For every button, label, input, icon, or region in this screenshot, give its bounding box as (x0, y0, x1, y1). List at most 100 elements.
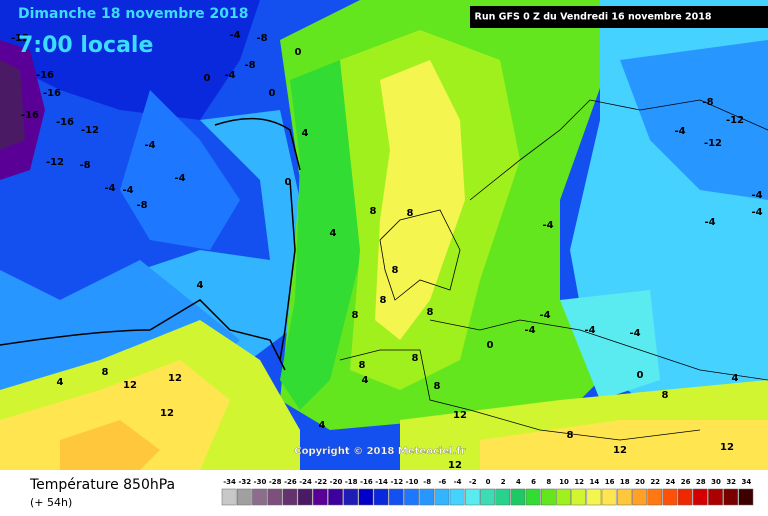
legend-label: -20 (330, 478, 343, 486)
contour-label: 8 (352, 310, 359, 321)
legend-swatch (616, 488, 632, 506)
contour-label: 8 (102, 367, 109, 378)
legend-label: 0 (486, 478, 491, 486)
legend-swatch (449, 488, 465, 506)
contour-label: -16 (56, 117, 74, 128)
legend-swatch (480, 488, 495, 506)
contour-label: 12 (720, 442, 734, 453)
legend-swatch (328, 488, 343, 506)
contour-label: 8 (662, 390, 669, 401)
copyright: Copyright © 2018 Meteociel.fr (294, 446, 465, 457)
legend-label: -24 (299, 478, 312, 486)
contour-label: -8 (244, 60, 255, 71)
legend-swatch (540, 488, 556, 506)
contour-label: -4 (704, 217, 715, 228)
contour-label: 0 (487, 340, 494, 351)
legend-label: 30 (711, 478, 721, 486)
contour-label: 4 (302, 128, 309, 139)
legend-swatch (708, 488, 723, 506)
legend-swatch (404, 488, 419, 506)
legend-label: -12 (390, 478, 403, 486)
legend-swatch (510, 488, 526, 506)
contour-label: 4 (57, 377, 64, 388)
legend-swatch (358, 488, 374, 506)
contour-label: -12 (46, 157, 64, 168)
legend-label: -28 (269, 478, 282, 486)
legend-label: 22 (650, 478, 660, 486)
contour-label: 0 (204, 73, 211, 84)
contour-label: -4 (584, 325, 595, 336)
contour-label: -4 (524, 325, 535, 336)
legend-swatch (723, 488, 739, 506)
contour-label: 12 (453, 410, 467, 421)
legend-swatch (495, 488, 511, 506)
legend-swatch (434, 488, 450, 506)
legend-label: 10 (559, 478, 569, 486)
legend-swatch (525, 488, 541, 506)
legend-swatch (312, 488, 328, 506)
legend-label: 8 (546, 478, 551, 486)
contour-label: -8 (79, 160, 90, 171)
contour-label: -8 (256, 33, 267, 44)
run-info: Run GFS 0 Z du Vendredi 16 novembre 2018 (475, 12, 712, 23)
legend-label: -34 (223, 478, 236, 486)
contour-label: -16 (21, 110, 39, 121)
legend-label: 20 (635, 478, 645, 486)
contour-label: -4 (104, 183, 115, 194)
legend-label: 24 (666, 478, 676, 486)
legend-label: -14 (375, 478, 388, 486)
map-date: Dimanche 18 novembre 2018 (18, 6, 248, 22)
contour-label: -16 (36, 70, 54, 81)
contour-label: 8 (407, 208, 414, 219)
legend-label: -4 (454, 478, 462, 486)
legend-label: -22 (314, 478, 327, 486)
contour-label: -8 (702, 97, 713, 108)
map-time: 7:00 locale (18, 33, 153, 58)
contour-label: -4 (122, 185, 133, 196)
legend-label: 6 (531, 478, 536, 486)
contour-label: 8 (434, 381, 441, 392)
color-legend: -34 -32 -30 -28 -26 -24 -22 -20 -18 -16 -14 -12 -10-… (221, 478, 754, 506)
contour-label: 12 (160, 408, 174, 419)
legend-label: -6 (439, 478, 447, 486)
contour-label: 8 (370, 206, 377, 217)
legend-swatch (738, 488, 754, 506)
contour-label: 12 (448, 460, 462, 471)
run-box (470, 6, 768, 28)
map-background (0, 0, 768, 470)
legend-swatch (632, 488, 647, 506)
contour-label: -4 (542, 220, 553, 231)
contour-label: 8 (412, 353, 419, 364)
contour-label: 4 (362, 375, 369, 386)
legend-swatch (267, 488, 283, 506)
contour-label: -4 (539, 310, 550, 321)
contour-label: 0 (295, 47, 302, 58)
legend-label: 14 (590, 478, 600, 486)
contour-label: -4 (751, 190, 762, 201)
contour-label: 0 (285, 177, 292, 188)
contour-label: 8 (427, 307, 434, 318)
footer-lead: (+ 54h) (30, 496, 72, 509)
contour-label: -12 (81, 125, 99, 136)
legend-label: -8 (423, 478, 431, 486)
contour-label: -4 (224, 70, 235, 81)
legend-label: -10 (406, 478, 419, 486)
legend-label: 32 (726, 478, 736, 486)
contour-label: 8 (567, 430, 574, 441)
legend-swatch (556, 488, 571, 506)
legend-swatch (464, 488, 480, 506)
contour-label: 12 (123, 380, 137, 391)
contour-labels: -12-16-16-16-16-12-12 -8-4 -4-4-4-8-4 -8-8-… (11, 30, 763, 471)
contour-label: -4 (674, 126, 685, 137)
footer-title: Température 850hPa (29, 477, 175, 493)
legend-swatch (236, 488, 252, 506)
contour-label: 0 (269, 88, 276, 99)
contour-label: 0 (637, 370, 644, 381)
legend-label: -18 (345, 478, 358, 486)
contour-label: 12 (168, 373, 182, 384)
legend-label: -2 (469, 478, 477, 486)
legend-swatch (586, 488, 602, 506)
legend-label: -26 (284, 478, 297, 486)
contour-label: -12 (726, 115, 744, 126)
legend-swatch (221, 488, 237, 506)
